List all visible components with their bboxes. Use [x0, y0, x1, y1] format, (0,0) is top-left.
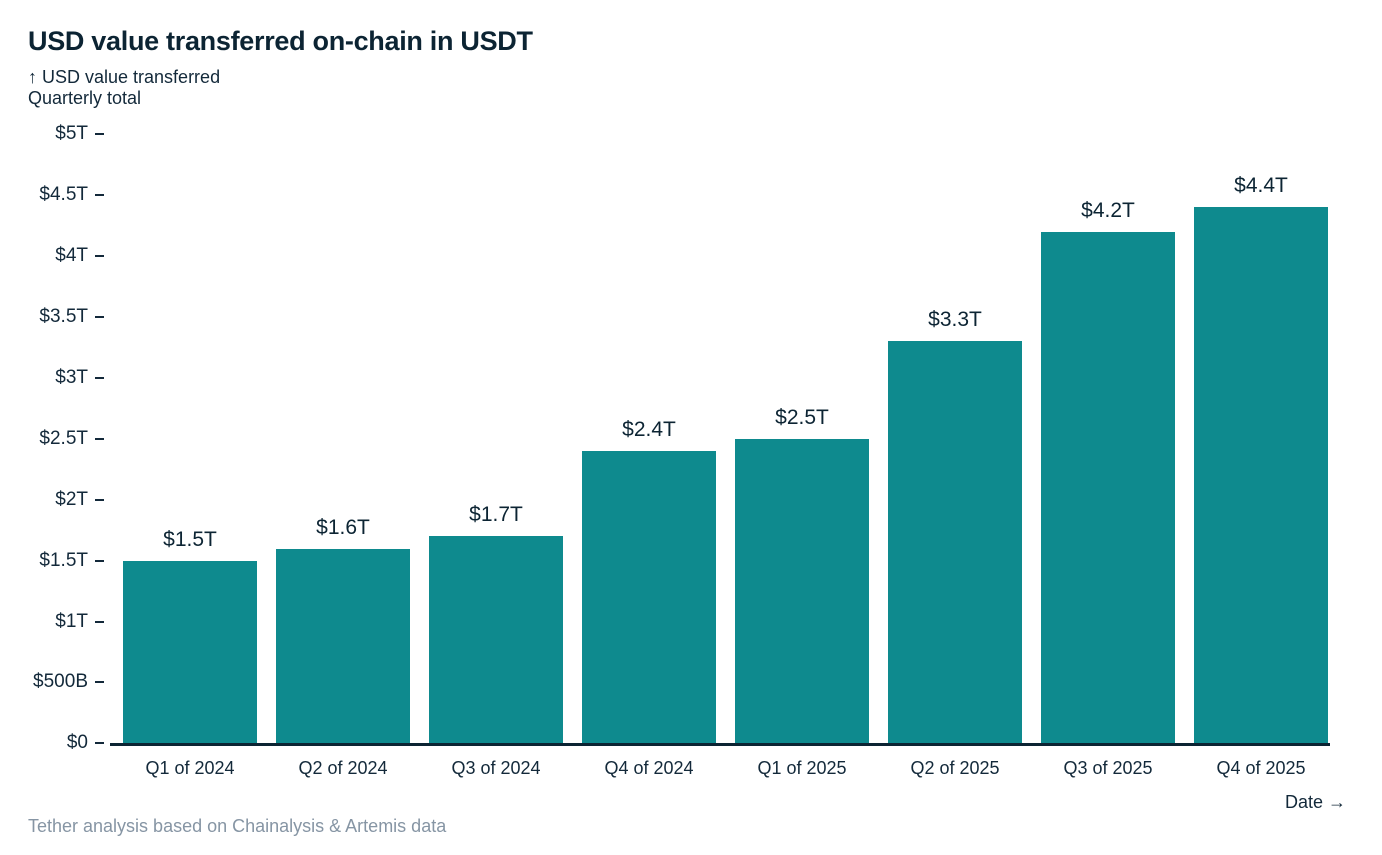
y-tick-mark: [95, 255, 104, 258]
x-axis-title: Date →: [1284, 792, 1346, 812]
y-tick: $1T: [55, 611, 110, 633]
bar-value-label: $4.2T: [1081, 198, 1135, 222]
x-axis-category-label: Q4 of 2025: [1216, 758, 1306, 779]
y-tick: $0: [67, 732, 110, 754]
bar-value-label: $1.5T: [163, 527, 217, 551]
x-axis-category-label: Q4 of 2024: [604, 758, 694, 779]
y-tick-label: $4.5T: [39, 184, 88, 206]
y-tick-label: $1T: [55, 610, 88, 632]
bar-column: $2.5T: [735, 134, 869, 744]
y-tick-label: $1.5T: [39, 549, 88, 571]
y-tick-mark: [95, 742, 104, 745]
y-tick-label: $4T: [55, 245, 88, 267]
bar-value-label: $1.6T: [316, 515, 370, 539]
bar-column: $4.2T: [1041, 134, 1175, 744]
bar-value-label: $3.3T: [928, 308, 982, 332]
y-tick: $2T: [55, 489, 110, 511]
y-tick-label: $0: [66, 732, 88, 754]
y-tick-mark: [95, 376, 104, 379]
bar-column: $3.3T: [888, 134, 1022, 744]
x-axis-category-label: Q1 of 2024: [145, 758, 235, 779]
bar-column: $1.7T: [429, 134, 563, 744]
y-tick: $3.5T: [39, 306, 110, 328]
y-tick: $5T: [55, 123, 110, 145]
plot-area: $1.5T $1.6T $1.7T $2.4T $2.5T $3.3T $4.2T $4.4T…: [33, 123, 1330, 753]
bar-value-label: $2.5T: [775, 405, 829, 429]
y-tick-mark: [95, 194, 104, 197]
y-tick: $3T: [55, 367, 110, 389]
y-tick-mark: [95, 559, 104, 562]
bar: [429, 536, 563, 744]
bar-value-label: $4.4T: [1234, 174, 1288, 198]
y-tick-mark: [95, 437, 104, 440]
y-axis-subtitle: Quarterly total: [28, 87, 142, 108]
bar: [276, 548, 410, 744]
y-tick-label: $3.5T: [39, 306, 88, 328]
x-axis-category-label: Q2 of 2024: [298, 758, 388, 779]
y-tick-mark: [95, 620, 104, 623]
x-axis-labels-row: Q1 of 2024 Q2 of 2024 Q3 of 2024 Q4 of 2024…: [110, 758, 1330, 779]
bar: [1194, 207, 1328, 744]
bars-row: $1.5T $1.6T $1.7T $2.4T $2.5T $3.3T $4.2T $4.4T: [110, 134, 1330, 744]
y-tick: $1.5T: [39, 550, 110, 572]
y-axis-annotation: ↑ USD value transferred: [28, 67, 221, 87]
source-note: Tether analysis based on Chainalysis & A…: [28, 816, 447, 836]
bar: [1041, 231, 1175, 744]
bar: [888, 341, 1022, 744]
bar: [735, 438, 869, 744]
chart-region: $1.5T $1.6T $1.7T $2.4T $2.5T $3.3T $4.2T $4.4T…: [33, 123, 1330, 753]
y-tick-mark: [95, 681, 104, 684]
bar-column: $1.5T: [123, 134, 257, 744]
bar-column: $4.4T: [1194, 134, 1328, 744]
y-tick: $4.5T: [39, 184, 110, 206]
x-axis-category-label: Q1 of 2025: [757, 758, 847, 779]
x-axis-category-label: Q3 of 2025: [1063, 758, 1153, 779]
bar: [582, 451, 716, 744]
y-tick: $500B: [33, 671, 110, 693]
y-tick-label: $500B: [33, 671, 88, 693]
x-axis-category-label: Q3 of 2024: [451, 758, 541, 779]
y-tick: $2.5T: [39, 428, 110, 450]
bar: [123, 560, 257, 744]
y-tick-mark: [95, 498, 104, 501]
x-axis-category-label: Q2 of 2025: [910, 758, 1000, 779]
bar-column: $1.6T: [276, 134, 410, 744]
bar-value-label: $1.7T: [469, 503, 523, 527]
y-tick-mark: [95, 316, 104, 319]
y-tick-label: $2.5T: [39, 427, 88, 449]
y-tick: $4T: [55, 245, 110, 267]
bar-column: $2.4T: [582, 134, 716, 744]
y-tick-label: $2T: [55, 488, 88, 510]
y-tick-mark: [95, 133, 104, 136]
bar-value-label: $2.4T: [622, 418, 676, 442]
y-tick-label: $5T: [55, 123, 88, 145]
y-tick-label: $3T: [55, 366, 88, 388]
chart-title: USD value transferred on-chain in USDT: [28, 26, 533, 56]
